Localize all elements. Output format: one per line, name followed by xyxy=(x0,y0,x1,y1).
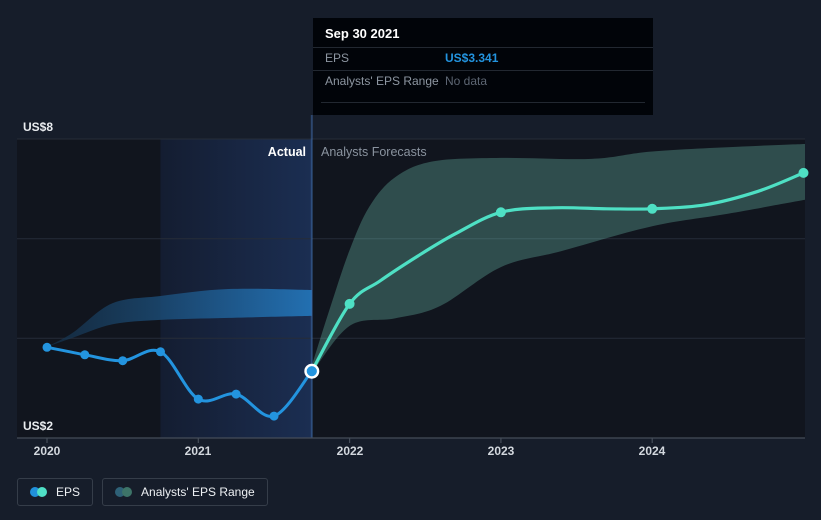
legend: EPS Analysts' EPS Range xyxy=(17,478,268,506)
actual-point-Dec-31-2020[interactable] xyxy=(193,394,203,404)
actual-point-Dec-31-2019[interactable] xyxy=(42,342,52,352)
actual-zone-label: Actual xyxy=(267,145,306,159)
x-tick-label-2022: 2022 xyxy=(336,444,364,458)
tooltip-eps-row: EPS US$3.341 xyxy=(313,48,653,71)
forecast-point-Dec-31-2024[interactable] xyxy=(798,167,809,178)
legend-item-analysts-range-label: Analysts' EPS Range xyxy=(141,485,255,499)
forecast-point-Dec-31-2021[interactable] xyxy=(344,298,355,309)
forecast-zone-label: Analysts Forecasts xyxy=(321,145,427,159)
tooltip: Sep 30 2021 EPS US$3.341 Analysts' EPS R… xyxy=(313,18,653,115)
hovered-point[interactable] xyxy=(304,363,320,379)
eps-series-dots-icon xyxy=(30,487,47,497)
actual-point-Mar-31-2020[interactable] xyxy=(80,350,90,360)
actual-point-Jun-30-2021[interactable] xyxy=(269,411,279,421)
tooltip-eps-value: US$3.341 xyxy=(445,51,499,65)
tooltip-date-title: Sep 30 2021 xyxy=(313,18,653,48)
y-axis-label-bottom: US$2 xyxy=(23,419,54,433)
tooltip-footer-divider xyxy=(321,102,645,103)
analysts-range-dots-icon xyxy=(115,487,133,497)
analysts-range-forecast-band xyxy=(311,144,805,374)
actual-point-Sep-30-2020[interactable] xyxy=(156,347,165,357)
analysts-range-actual-band xyxy=(47,288,312,347)
legend-item-eps[interactable]: EPS xyxy=(17,478,94,506)
legend-item-analysts-range[interactable]: Analysts' EPS Range xyxy=(102,478,268,506)
y-axis-label-top: US$8 xyxy=(23,120,54,134)
actual-point-Jun-30-2020[interactable] xyxy=(118,356,128,366)
eps-forecast-line[interactable] xyxy=(310,171,806,373)
tooltip-range-label: Analysts' EPS Range xyxy=(325,74,439,88)
x-tick-label-2023: 2023 xyxy=(487,444,515,458)
x-tick-label-2021: 2021 xyxy=(184,444,212,458)
forecast-point-Dec-31-2023[interactable] xyxy=(647,203,658,214)
tooltip-range-value: No data xyxy=(445,74,488,88)
hovered-period-highlight xyxy=(160,139,312,438)
forecast-point-Dec-31-2022[interactable] xyxy=(495,207,506,218)
legend-item-eps-label: EPS xyxy=(56,485,81,499)
x-tick-label-2024: 2024 xyxy=(638,444,666,458)
tooltip-range-row: Analysts' EPS Range No data xyxy=(313,71,653,91)
x-tick-label-2020: 2020 xyxy=(33,444,61,458)
actual-point-Mar-31-2021[interactable] xyxy=(231,389,241,399)
tooltip-eps-label: EPS xyxy=(325,51,350,65)
plot-area[interactable] xyxy=(17,139,805,438)
